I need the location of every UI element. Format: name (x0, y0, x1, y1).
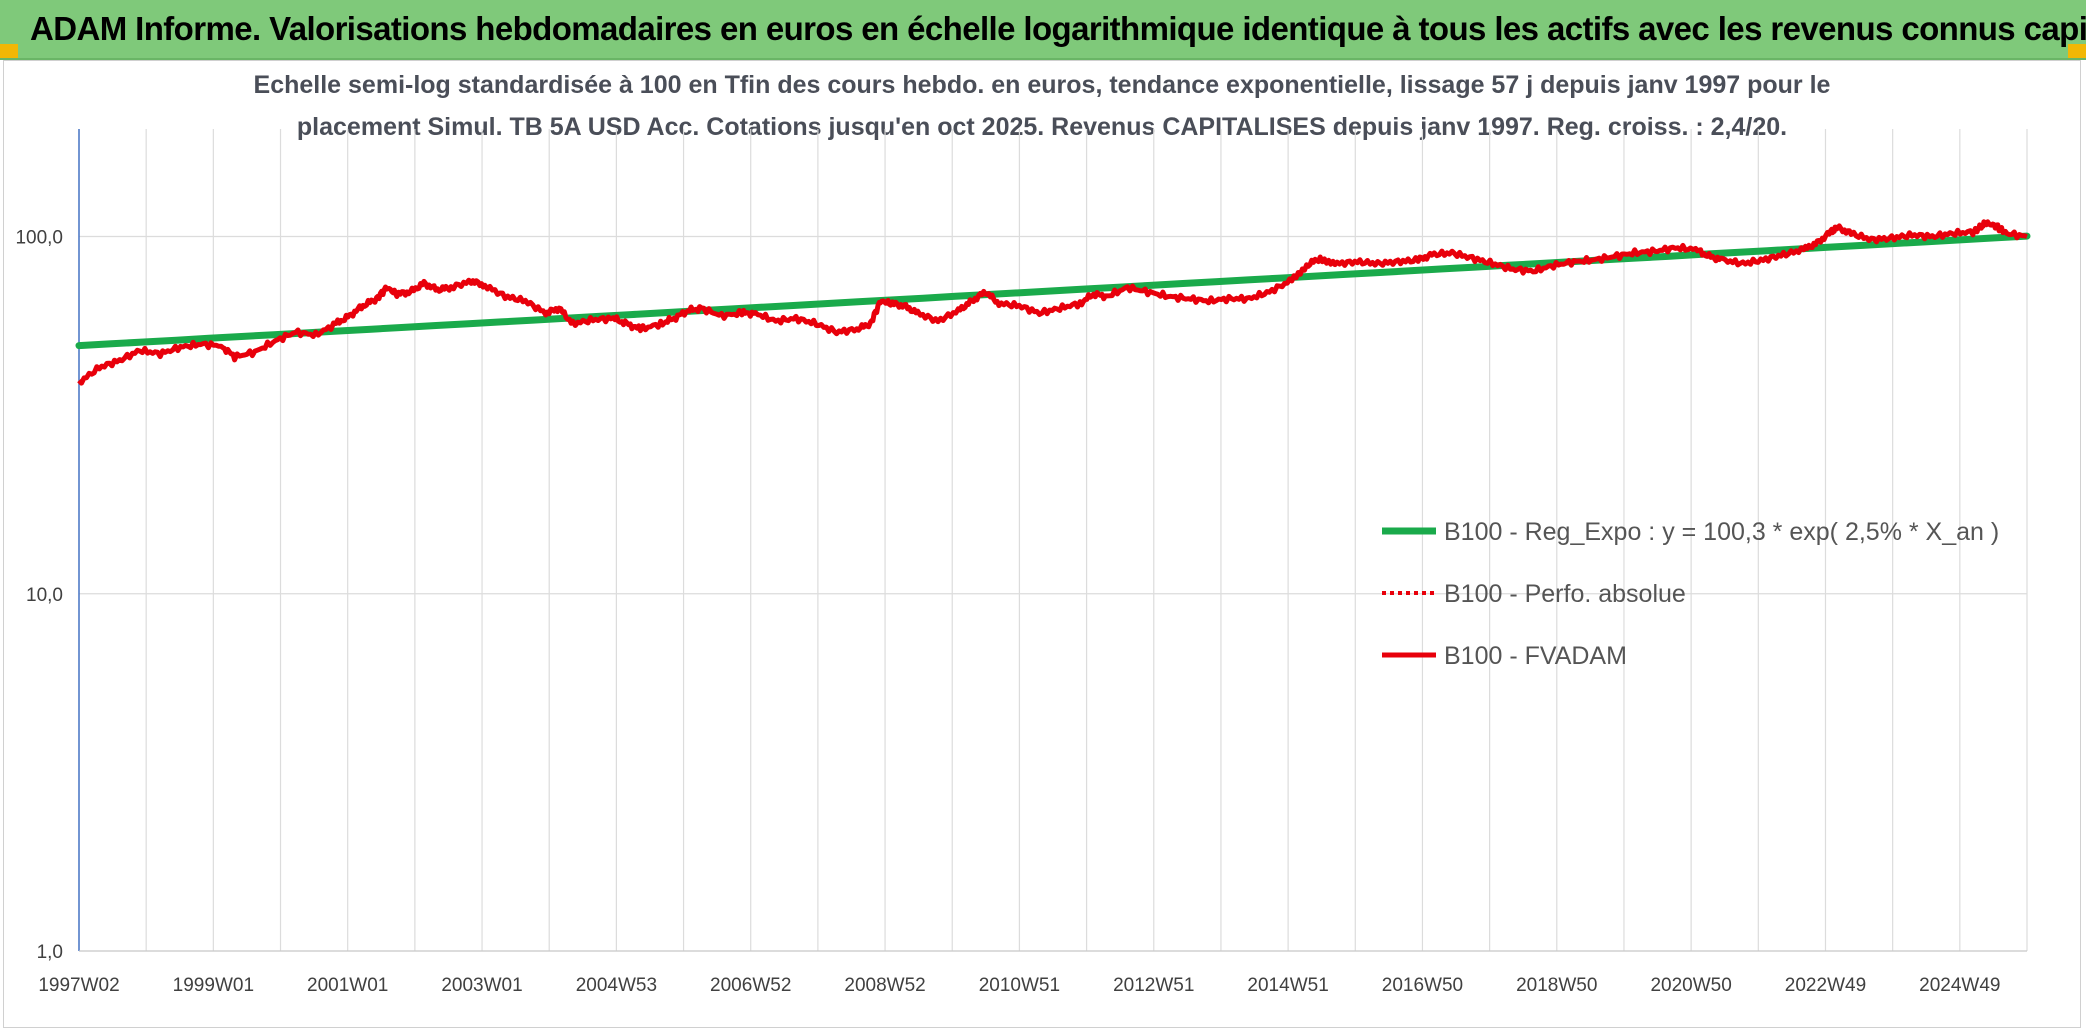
fvadam-line (77, 219, 2028, 386)
chart-axes: 1,0 10,0 100,0 1997W02 1999W01 2001W01 2003W01… (15, 129, 2027, 996)
x-tick-label: 2012W51 (1113, 975, 1194, 996)
x-tick-label: 1999W01 (173, 975, 254, 996)
legend-label-2: B100 - Perfo. absolue (1444, 580, 1686, 608)
corner-accent-top-right (2068, 44, 2086, 58)
x-tick-label: 2022W49 (1785, 975, 1866, 996)
x-tick-label: 2018W50 (1516, 975, 1597, 996)
chart-legend: B100 - Reg_Expo : y = 100,3 * exp( 2,5% … (1382, 518, 1999, 670)
corner-accent-top-left (0, 44, 18, 58)
chart-subtitle: Echelle semi-log standardisée à 100 en T… (254, 71, 1831, 141)
trend-line (75, 232, 2031, 350)
chart-series (75, 219, 2031, 386)
chart-subtitle-line-1: Echelle semi-log standardisée à 100 en T… (254, 71, 1831, 99)
report-title: ADAM Informe. Valorisations hebdomadaire… (30, 10, 2086, 47)
y-tick-label: 1,0 (37, 942, 63, 963)
x-tick-label: 2016W50 (1382, 975, 1463, 996)
chart-subtitle-line-2: placement Simul. TB 5A USD Acc. Cotation… (297, 113, 1787, 141)
x-tick-label: 2004W53 (576, 975, 657, 996)
legend-label-1: B100 - Reg_Expo : y = 100,3 * exp( 2,5% … (1444, 518, 1999, 546)
x-tick-label: 2006W52 (710, 975, 791, 996)
header-band: ADAM Informe. Valorisations hebdomadaire… (0, 0, 2086, 60)
y-tick-label: 10,0 (26, 585, 63, 606)
chart-grid (79, 129, 2028, 951)
chart-frame: Echelle semi-log standardisée à 100 en T… (3, 60, 2081, 1028)
x-tick-label: 2020W50 (1650, 975, 1731, 996)
x-tick-label: 2003W01 (441, 975, 522, 996)
x-tick-label: 2010W51 (979, 975, 1060, 996)
chart: Echelle semi-log standardisée à 100 en T… (15, 71, 2031, 996)
x-tick-label: 2014W51 (1247, 975, 1328, 996)
legend-label-3: B100 - FVADAM (1444, 642, 1627, 670)
x-tick-label: 2001W01 (307, 975, 388, 996)
x-tick-label: 2008W52 (844, 975, 925, 996)
y-tick-label: 100,0 (15, 228, 63, 249)
x-tick-label: 2024W49 (1919, 975, 2000, 996)
x-tick-label: 1997W02 (38, 975, 119, 996)
